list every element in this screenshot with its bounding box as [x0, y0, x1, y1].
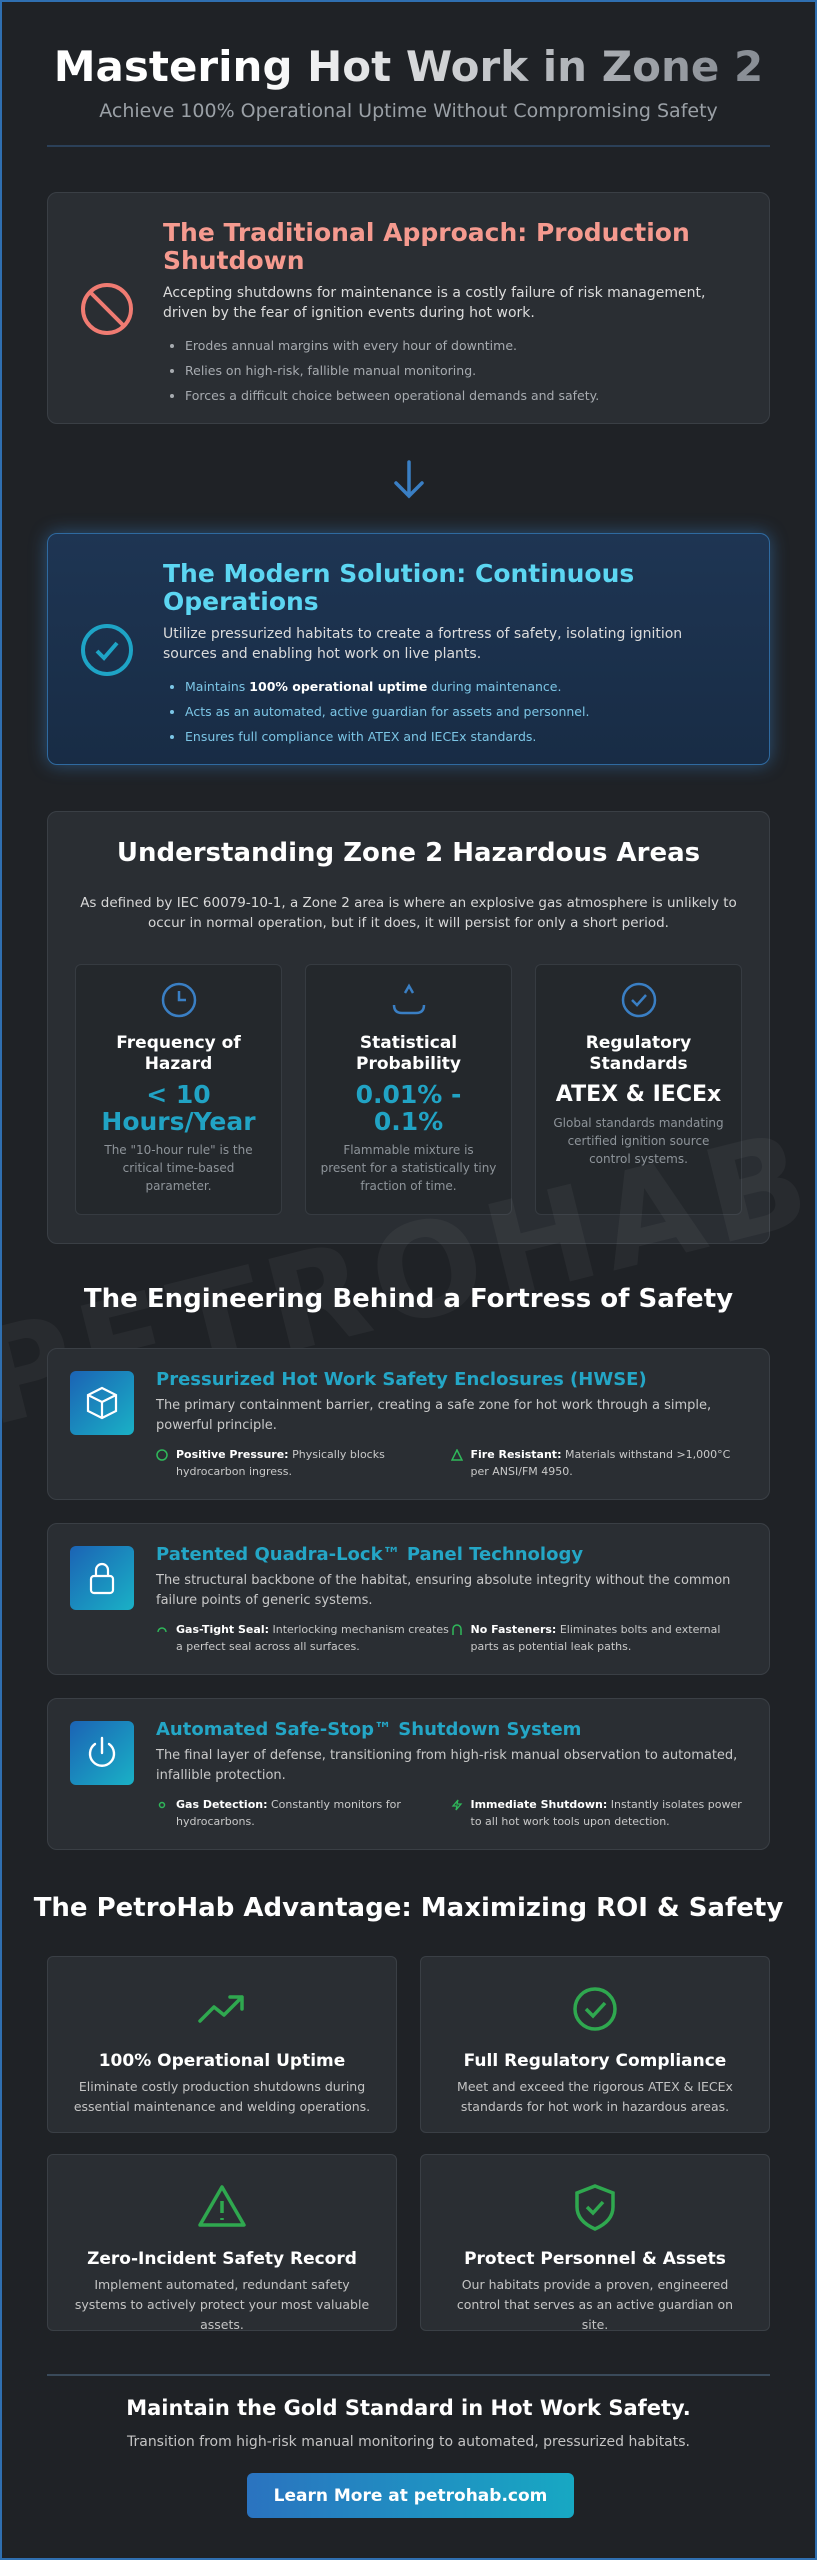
- point-label: Positive Pressure:: [176, 1448, 289, 1461]
- advantage-card: Protect Personnel & Assets Our habitats …: [420, 2154, 770, 2332]
- cta-title: Maintain the Gold Standard in Hot Work S…: [126, 2396, 691, 2420]
- badge-icon: [621, 982, 656, 1018]
- stat-value: ATEX & IECEx: [555, 1082, 722, 1107]
- bullet-list: Erodes annual margins with every hour of…: [163, 333, 739, 408]
- feature-card: Pressurized Hot Work Safety Enclosures (…: [47, 1348, 770, 1500]
- stat-card: Statistical Probability 0.01% - 0.1% Fla…: [305, 964, 512, 1215]
- feature-point: Immediate Shutdown: Instantly isolates p…: [451, 1796, 746, 1830]
- advantage-card: Zero-Incident Safety Record Implement au…: [47, 2154, 397, 2332]
- point-label: No Fasteners:: [470, 1623, 557, 1636]
- feature-text: The final layer of defense, transitionin…: [156, 1748, 738, 1783]
- warning-icon: [198, 2185, 246, 2227]
- shield-icon: [575, 2184, 615, 2231]
- point-text: Physically blocks hydrocarbon ingress.: [176, 1448, 385, 1478]
- feature-icon: [70, 1721, 134, 1785]
- bullet: Relies on high-risk, fallible manual mon…: [185, 358, 739, 383]
- page-title: Mastering Hot Work in Zone 2: [2, 42, 815, 91]
- divider: [47, 2374, 770, 2376]
- feature-title: Pressurized Hot Work Safety Enclosures (…: [156, 1369, 647, 1390]
- stat-text: Global standards mandating certified ign…: [553, 1116, 724, 1166]
- point-label: Fire Resistant:: [470, 1448, 562, 1461]
- point-text: Eliminates bolts and external parts as p…: [470, 1623, 721, 1653]
- point-label: Gas Detection:: [176, 1798, 268, 1811]
- trend-icon: [198, 1995, 244, 2023]
- feature-point: Gas Detection: Constantly monitors for h…: [156, 1796, 451, 1830]
- stat-card: Regulatory Standards ATEX & IECEx Global…: [535, 964, 742, 1215]
- card-text: Utilize pressurized habitats to create a…: [163, 626, 683, 662]
- feature-point: Fire Resistant: Materials withstand >1,0…: [450, 1446, 746, 1480]
- stat-text: The "10-hour rule" is the critical time-…: [104, 1143, 253, 1193]
- bullet: Ensures full compliance with ATEX and IE…: [185, 724, 739, 749]
- stat-card: Frequency of Hazard < 10 Hours/Year The …: [75, 964, 282, 1215]
- feature-text: The primary containment barrier, creatin…: [156, 1398, 712, 1433]
- advantage-title: Full Regulatory Compliance: [463, 2051, 727, 2071]
- bullet: Forces a difficult choice between operat…: [185, 383, 739, 408]
- prohibited-icon: [81, 283, 133, 335]
- feature-title: Patented Quadra-Lock™ Panel Technology: [156, 1544, 584, 1565]
- cta-button[interactable]: Learn More at petrohab.com: [247, 2473, 574, 2518]
- point-text: Interlocking mechanism creates a perfect…: [176, 1623, 449, 1653]
- bullet: Maintains 100% operational uptime during…: [185, 674, 739, 699]
- bullet-bold: 100% operational uptime: [249, 679, 428, 694]
- advantage-title: 100% Operational Uptime: [98, 2051, 346, 2071]
- feature-icon: [70, 1546, 134, 1610]
- modern-card: The Modern Solution: Continuous Operatio…: [47, 533, 770, 765]
- zone-section: Understanding Zone 2 Hazardous Areas As …: [47, 811, 770, 1244]
- stat-title: Statistical Probability: [355, 1033, 462, 1074]
- cta-text: Transition from high-risk manual monitor…: [126, 2434, 690, 2450]
- feature-card: Patented Quadra-Lock™ Panel Technology T…: [47, 1523, 770, 1675]
- stat-title: Regulatory Standards: [585, 1033, 692, 1074]
- stat-value: < 10 Hours/Year: [101, 1080, 256, 1136]
- advantage-title: Zero-Incident Safety Record: [87, 2249, 357, 2269]
- point-label: Gas-Tight Seal:: [176, 1623, 269, 1636]
- feature-point: Gas-Tight Seal: Interlocking mechanism c…: [156, 1621, 451, 1655]
- point-label: Immediate Shutdown:: [470, 1798, 608, 1811]
- feature-point: No Fasteners: Eliminates bolts and exter…: [451, 1621, 746, 1655]
- stat-text: Flammable mixture is present for a stati…: [320, 1143, 497, 1193]
- section-title: Understanding Zone 2 Hazardous Areas: [116, 838, 701, 868]
- point-text: Instantly isolates power to all hot work…: [470, 1798, 742, 1828]
- flask-icon: [392, 983, 425, 1015]
- advantage-text: Implement automated, redundant safety sy…: [74, 2277, 370, 2332]
- advantage-card: Full Regulatory Compliance Meet and exce…: [420, 1956, 770, 2133]
- stat-title: Frequency of Hazard: [116, 1033, 241, 1074]
- bullet: Acts as an automated, active guardian fo…: [185, 699, 739, 724]
- bullet: Erodes annual margins with every hour of…: [185, 333, 739, 358]
- stat-value: 0.01% - 0.1%: [355, 1080, 462, 1136]
- check-icon: [573, 1987, 617, 2031]
- feature-title: Automated Safe-Stop™ Shutdown System: [156, 1719, 582, 1740]
- card-text: Accepting shutdowns for maintenance is a…: [163, 285, 706, 321]
- advantage-card: 100% Operational Uptime Eliminate costly…: [47, 1956, 397, 2133]
- page-subtitle: Achieve 100% Operational Uptime Without …: [99, 100, 718, 122]
- bullet-list: Maintains 100% operational uptime during…: [163, 674, 739, 749]
- divider: [47, 145, 770, 147]
- traditional-card: The Traditional Approach: Production Shu…: [47, 192, 770, 424]
- down-arrow: [394, 460, 424, 499]
- feature-point: Positive Pressure: Physically blocks hyd…: [156, 1446, 451, 1480]
- section-text: As defined by IEC 60079-10-1, a Zone 2 a…: [80, 895, 737, 931]
- feature-text: The structural backbone of the habitat, …: [156, 1573, 731, 1608]
- section-title: The PetroHab Advantage: Maximizing ROI &…: [33, 1893, 784, 1923]
- check-icon: [81, 624, 133, 676]
- bullet-text: Maintains: [185, 679, 246, 694]
- point-text: Constantly monitors for hydrocarbons.: [176, 1798, 401, 1828]
- feature-card: Automated Safe-Stop™ Shutdown System The…: [47, 1698, 770, 1850]
- advantage-title: Protect Personnel & Assets: [464, 2249, 726, 2269]
- point-text: Materials withstand >1,000°C per ANSI/FM…: [470, 1448, 731, 1478]
- card-title: The Traditional Approach: Production Shu…: [163, 218, 690, 275]
- bullet-text: during maintenance.: [431, 679, 562, 694]
- clock-icon: [161, 982, 196, 1018]
- feature-icon: [70, 1371, 134, 1435]
- section-title: The Engineering Behind a Fortress of Saf…: [83, 1284, 734, 1314]
- advantage-text: Meet and exceed the rigorous ATEX & IECE…: [457, 2079, 733, 2114]
- card-title: The Modern Solution: Continuous Operatio…: [163, 559, 635, 616]
- advantage-text: Eliminate costly production shutdowns du…: [73, 2079, 371, 2114]
- advantage-text: Our habitats provide a proven, engineere…: [456, 2277, 734, 2332]
